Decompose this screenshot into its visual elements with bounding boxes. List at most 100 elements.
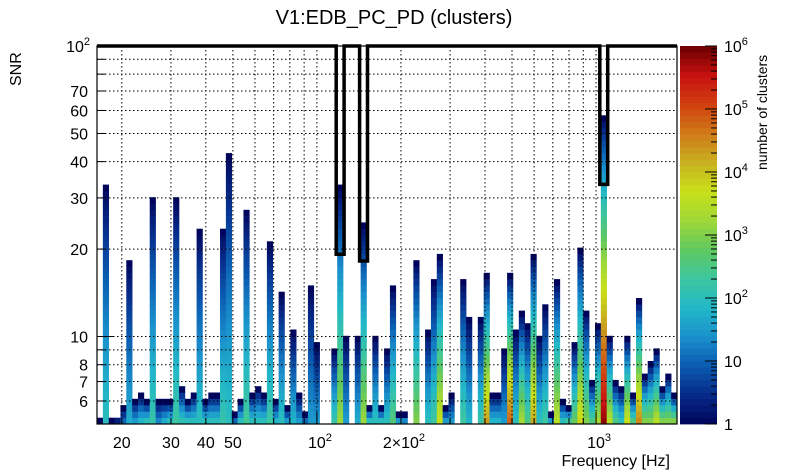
heatmap-cell xyxy=(594,342,602,349)
heatmap-cell xyxy=(466,329,473,337)
heatmap-cell xyxy=(261,392,268,400)
heatmap-cell xyxy=(296,398,303,406)
heatmap-cell xyxy=(630,417,637,425)
heatmap-cell xyxy=(307,304,315,311)
heatmap-cell xyxy=(343,386,350,393)
heatmap-cell xyxy=(536,379,543,387)
heatmap-cell xyxy=(266,285,274,292)
heatmap-cell xyxy=(507,304,514,311)
heatmap-cell xyxy=(343,367,350,374)
heatmap-cell xyxy=(600,247,607,255)
heatmap-cell xyxy=(126,272,133,280)
heatmap-cell xyxy=(196,323,203,330)
colorbar-swatch xyxy=(680,247,717,255)
heatmap-cell xyxy=(606,405,613,412)
heatmap-cell xyxy=(571,354,578,362)
colorbar-tick-label: 106 xyxy=(724,36,748,56)
heatmap-cell xyxy=(536,361,543,368)
heatmap-cell xyxy=(266,386,274,393)
heatmap-cell xyxy=(553,291,561,299)
colorbar-swatch xyxy=(680,310,717,318)
heatmap-cell xyxy=(337,209,344,217)
colorbar-swatch xyxy=(680,398,717,406)
heatmap-cell xyxy=(524,392,531,400)
heatmap-cell xyxy=(225,417,233,425)
heatmap-cell xyxy=(624,405,631,412)
heatmap-cell xyxy=(606,354,613,362)
heatmap-cell xyxy=(577,398,584,406)
heatmap-cell xyxy=(225,291,233,299)
heatmap-cell xyxy=(331,392,338,400)
heatmap-cell xyxy=(249,392,256,400)
heatmap-cell xyxy=(266,291,274,299)
heatmap-cell xyxy=(266,329,274,337)
heatmap-cell xyxy=(313,348,320,355)
heatmap-cell xyxy=(120,405,127,412)
heatmap-cell xyxy=(460,304,467,311)
heatmap-cell xyxy=(360,310,367,318)
heatmap-cell xyxy=(243,373,250,381)
heatmap-cell xyxy=(290,405,297,412)
heatmap-cell xyxy=(606,411,613,418)
heatmap-cell xyxy=(126,373,133,381)
y-tick-label: 40 xyxy=(70,155,88,172)
colorbar-swatch xyxy=(680,272,717,280)
heatmap-cell xyxy=(389,298,397,305)
heatmap-cell xyxy=(266,310,274,318)
heatmap-cell xyxy=(483,298,490,305)
heatmap-cell xyxy=(512,329,520,337)
heatmap-cell xyxy=(606,386,613,393)
heatmap-cell xyxy=(647,405,654,412)
heatmap-cell xyxy=(413,291,420,299)
heatmap-cell xyxy=(466,417,473,425)
heatmap-cell xyxy=(126,348,133,355)
heatmap-cell xyxy=(220,310,227,318)
y-tick-label: 7 xyxy=(79,375,88,392)
heatmap-cell xyxy=(460,411,467,418)
heatmap-cell xyxy=(343,379,350,387)
heatmap-cell xyxy=(518,398,525,406)
heatmap-cell xyxy=(460,367,467,374)
heatmap-cell xyxy=(196,361,203,368)
heatmap-cell xyxy=(143,417,151,425)
heatmap-cell xyxy=(653,411,660,418)
heatmap-cell xyxy=(512,405,520,412)
heatmap-cell xyxy=(313,386,320,393)
heatmap-cell xyxy=(436,348,443,355)
heatmap-cell xyxy=(384,386,391,393)
heatmap-cell xyxy=(337,298,344,305)
heatmap-cell xyxy=(272,411,279,418)
heatmap-cell xyxy=(337,260,344,267)
heatmap-cell xyxy=(512,342,520,349)
heatmap-cell xyxy=(600,398,607,406)
heatmap-cell xyxy=(594,417,602,425)
heatmap-cell xyxy=(266,298,274,305)
heatmap-cell xyxy=(635,405,643,412)
heatmap-cell xyxy=(220,348,227,355)
heatmap-cell xyxy=(149,266,156,274)
heatmap-cell xyxy=(430,392,438,400)
heatmap-cell xyxy=(594,329,602,337)
heatmap-cell xyxy=(307,386,315,393)
heatmap-cell xyxy=(460,279,467,286)
heatmap-cell xyxy=(225,222,233,229)
colorbar-swatch xyxy=(680,77,717,85)
heatmap-cell xyxy=(425,335,432,343)
heatmap-cell xyxy=(530,310,537,318)
heatmap-cell xyxy=(553,367,561,374)
heatmap-cell xyxy=(149,304,156,311)
heatmap-cell xyxy=(266,392,274,400)
heatmap-cell xyxy=(641,386,649,393)
heatmap-cell xyxy=(243,209,250,217)
heatmap-cell xyxy=(600,373,607,381)
heatmap-cell xyxy=(430,398,438,406)
heatmap-cell xyxy=(665,373,672,381)
heatmap-cell xyxy=(507,329,514,337)
heatmap-cell xyxy=(102,323,110,330)
heatmap-cell xyxy=(553,405,561,412)
heatmap-cell xyxy=(553,316,561,324)
heatmap-cell xyxy=(460,329,467,337)
heatmap-cell xyxy=(249,398,256,406)
heatmap-cell xyxy=(102,354,110,362)
heatmap-cell xyxy=(173,203,180,211)
